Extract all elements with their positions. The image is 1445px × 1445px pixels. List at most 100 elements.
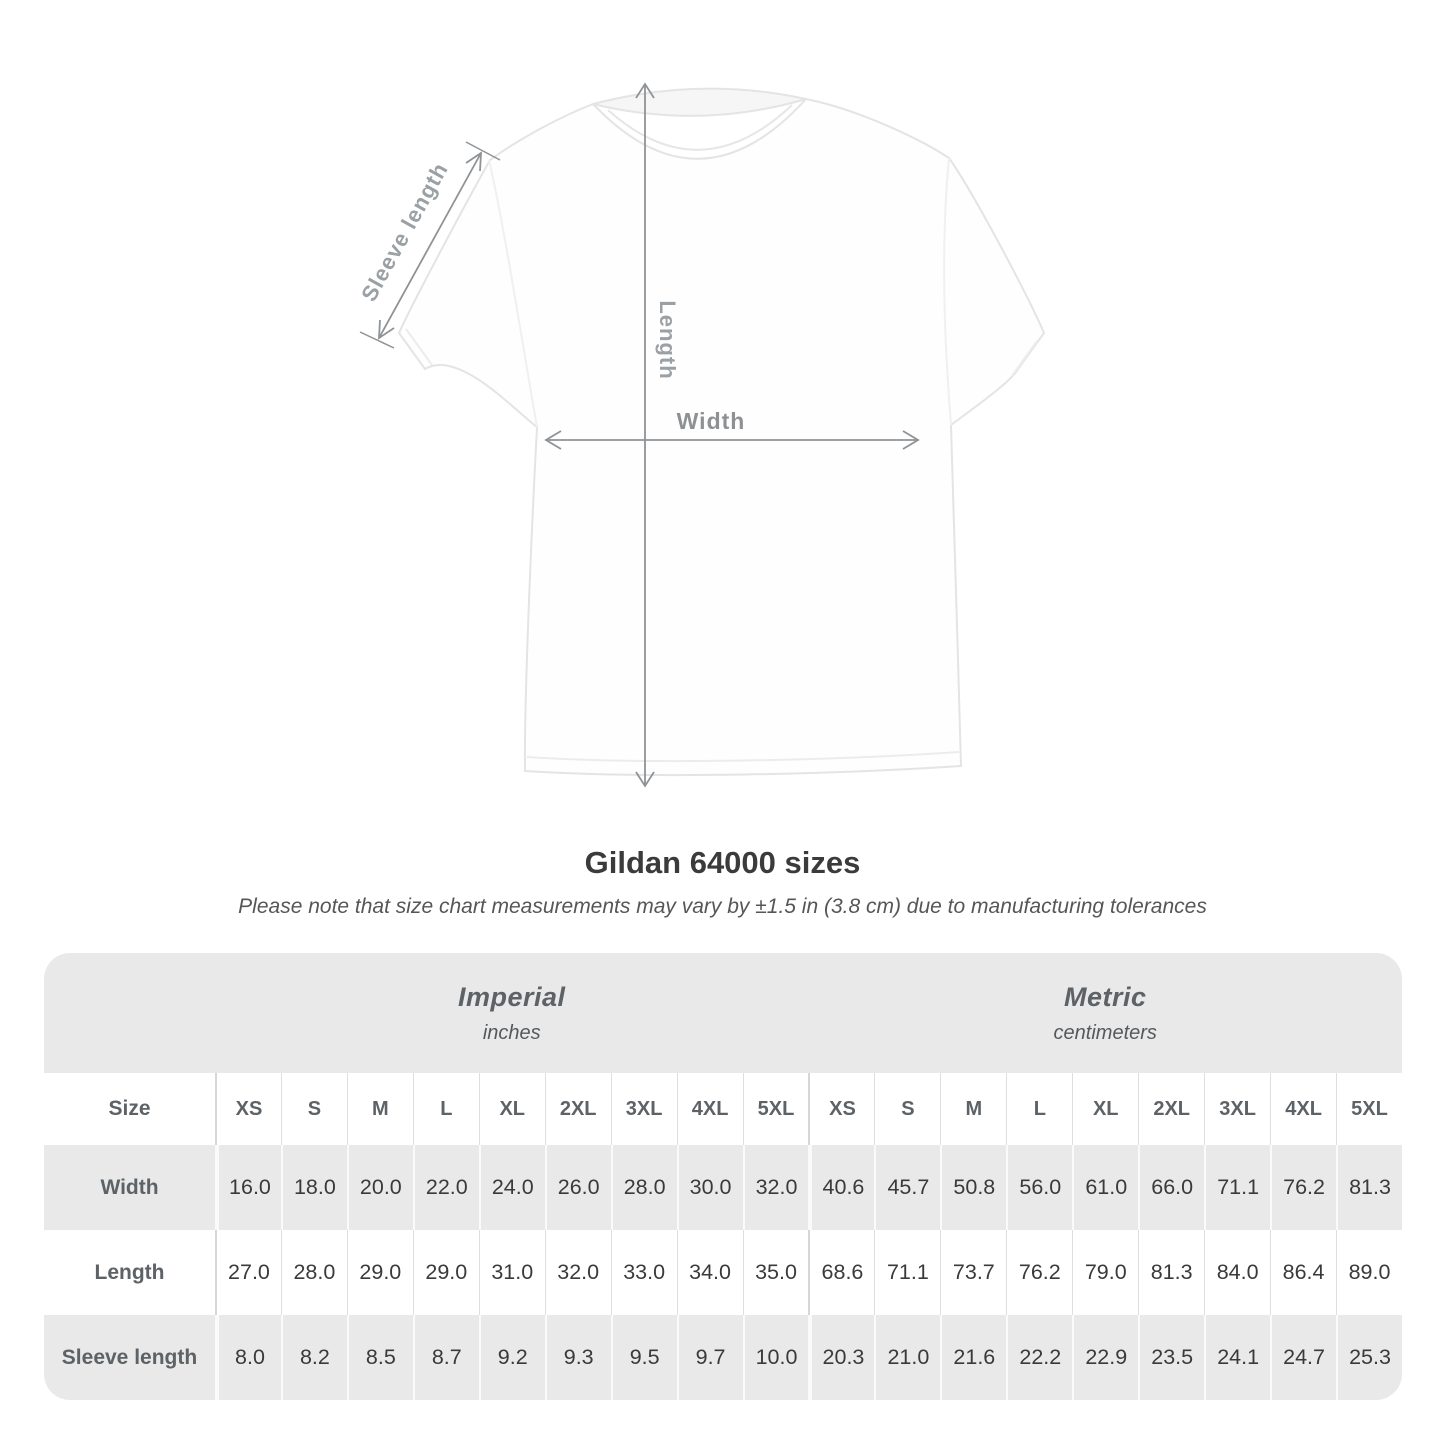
size-header-metric-s: S <box>874 1073 941 1145</box>
value-imperial-sleeve-length-2xl: 9.3 <box>544 1315 611 1400</box>
size-header-metric-m: M <box>940 1073 1007 1145</box>
size-header-imperial-4xl: 4XL <box>676 1073 743 1145</box>
size-header-imperial-s: S <box>280 1073 347 1145</box>
page-title: Gildan 64000 sizes <box>584 845 861 880</box>
value-imperial-sleeve-length-xl: 9.2 <box>478 1315 545 1400</box>
value-metric-width-xs: 40.6 <box>808 1145 875 1230</box>
value-imperial-length-2xl: 32.0 <box>544 1230 611 1315</box>
metric-label: Metric <box>1063 981 1147 1012</box>
value-metric-length-s: 71.1 <box>874 1230 941 1315</box>
value-imperial-length-xs: 27.0 <box>215 1230 281 1315</box>
size-header-imperial-xl: XL <box>478 1073 545 1145</box>
value-metric-sleeve-length-3xl: 24.1 <box>1204 1315 1271 1400</box>
size-header-metric-xs: XS <box>808 1073 875 1145</box>
value-metric-sleeve-length-2xl: 23.5 <box>1138 1315 1205 1400</box>
tshirt-right-sleeve-seam <box>943 157 952 426</box>
value-metric-sleeve-length-l: 22.2 <box>1006 1315 1073 1400</box>
tshirt-right-sleeve-hem <box>1011 340 1038 377</box>
row-label-sleeve-length: Sleeve length <box>44 1315 215 1400</box>
row-label-width: Width <box>44 1145 215 1230</box>
value-metric-sleeve-length-xl: 22.9 <box>1072 1315 1139 1400</box>
value-imperial-width-s: 18.0 <box>280 1145 347 1230</box>
imperial-label: Imperial <box>457 981 566 1012</box>
value-metric-length-m: 73.7 <box>940 1230 1007 1315</box>
metric-unit-label: centimeters <box>1053 1021 1157 1044</box>
size-header-imperial-2xl: 2XL <box>544 1073 611 1145</box>
size-header-metric-4xl: 4XL <box>1270 1073 1337 1145</box>
row-label-length: Length <box>44 1230 215 1315</box>
value-imperial-length-s: 28.0 <box>280 1230 347 1315</box>
value-metric-length-2xl: 81.3 <box>1138 1230 1205 1315</box>
value-metric-width-3xl: 71.1 <box>1204 1145 1271 1230</box>
tshirt-bottom-hem <box>526 751 960 763</box>
value-metric-sleeve-length-5xl: 25.3 <box>1336 1315 1402 1400</box>
measurement-arrows <box>359 82 920 788</box>
size-header-imperial-xs: XS <box>215 1073 281 1145</box>
value-metric-sleeve-length-xs: 20.3 <box>808 1315 875 1400</box>
value-imperial-width-xs: 16.0 <box>215 1145 281 1230</box>
value-imperial-width-2xl: 26.0 <box>544 1145 611 1230</box>
value-metric-width-2xl: 66.0 <box>1138 1145 1205 1230</box>
value-imperial-width-l: 22.0 <box>412 1145 479 1230</box>
value-imperial-sleeve-length-5xl: 10.0 <box>742 1315 809 1400</box>
tshirt-collar-ribbing <box>607 104 793 151</box>
size-header-metric-xl: XL <box>1072 1073 1139 1145</box>
tshirt-image <box>359 82 1046 788</box>
value-imperial-length-5xl: 35.0 <box>742 1230 809 1315</box>
value-metric-width-l: 56.0 <box>1006 1145 1073 1230</box>
sleeve-length-arrow <box>378 152 482 339</box>
value-metric-length-xs: 68.6 <box>808 1230 875 1315</box>
value-metric-length-3xl: 84.0 <box>1204 1230 1271 1315</box>
width-label: Width <box>676 408 746 434</box>
value-metric-length-4xl: 86.4 <box>1270 1230 1337 1315</box>
tshirt-collar-back <box>592 87 807 117</box>
value-imperial-length-4xl: 34.0 <box>676 1230 743 1315</box>
size-header-metric-2xl: 2XL <box>1138 1073 1205 1145</box>
value-metric-length-l: 76.2 <box>1006 1230 1073 1315</box>
tshirt-left-sleeve-seam <box>488 159 538 428</box>
value-imperial-width-4xl: 30.0 <box>676 1145 743 1230</box>
value-imperial-width-xl: 24.0 <box>478 1145 545 1230</box>
value-metric-width-5xl: 81.3 <box>1336 1145 1402 1230</box>
size-header-imperial-3xl: 3XL <box>610 1073 677 1145</box>
value-metric-width-m: 50.8 <box>940 1145 1007 1230</box>
table-corner <box>44 953 215 1073</box>
size-header-imperial-m: M <box>346 1073 413 1145</box>
size-column-header: Size <box>44 1073 215 1145</box>
size-table: Imperial inches Metric centimeters Size … <box>44 953 1402 1400</box>
size-header-metric-l: L <box>1006 1073 1073 1145</box>
value-metric-length-xl: 79.0 <box>1072 1230 1139 1315</box>
value-imperial-sleeve-length-m: 8.5 <box>346 1315 413 1400</box>
value-imperial-length-xl: 31.0 <box>478 1230 545 1315</box>
value-metric-sleeve-length-4xl: 24.7 <box>1270 1315 1337 1400</box>
value-metric-sleeve-length-s: 21.0 <box>874 1315 941 1400</box>
value-metric-length-5xl: 89.0 <box>1336 1230 1402 1315</box>
value-metric-sleeve-length-m: 21.6 <box>940 1315 1007 1400</box>
value-imperial-length-m: 29.0 <box>346 1230 413 1315</box>
size-header-imperial-l: L <box>412 1073 479 1145</box>
value-imperial-width-m: 20.0 <box>346 1145 413 1230</box>
tshirt-left-sleeve-hem <box>405 328 433 366</box>
value-imperial-sleeve-length-4xl: 9.7 <box>676 1315 743 1400</box>
size-header-imperial-5xl: 5XL <box>742 1073 809 1145</box>
tolerance-note: Please note that size chart measurements… <box>238 895 1207 918</box>
value-imperial-sleeve-length-l: 8.7 <box>412 1315 479 1400</box>
tshirt-body <box>397 97 1046 777</box>
value-imperial-sleeve-length-xs: 8.0 <box>215 1315 281 1400</box>
imperial-unit-label: inches <box>482 1021 541 1044</box>
value-imperial-sleeve-length-3xl: 9.5 <box>610 1315 677 1400</box>
value-metric-width-4xl: 76.2 <box>1270 1145 1337 1230</box>
value-imperial-width-5xl: 32.0 <box>742 1145 809 1230</box>
value-imperial-width-3xl: 28.0 <box>610 1145 677 1230</box>
value-imperial-length-l: 29.0 <box>412 1230 479 1315</box>
size-header-metric-3xl: 3XL <box>1204 1073 1271 1145</box>
tshirt-figure: Sleeve length Length Width <box>356 82 1046 788</box>
unit-header-imperial: Imperial inches <box>215 953 809 1073</box>
value-metric-width-xl: 61.0 <box>1072 1145 1139 1230</box>
value-imperial-length-3xl: 33.0 <box>610 1230 677 1315</box>
value-metric-width-s: 45.7 <box>874 1145 941 1230</box>
unit-header-metric: Metric centimeters <box>808 953 1402 1073</box>
value-imperial-sleeve-length-s: 8.2 <box>280 1315 347 1400</box>
size-header-metric-5xl: 5XL <box>1336 1073 1402 1145</box>
